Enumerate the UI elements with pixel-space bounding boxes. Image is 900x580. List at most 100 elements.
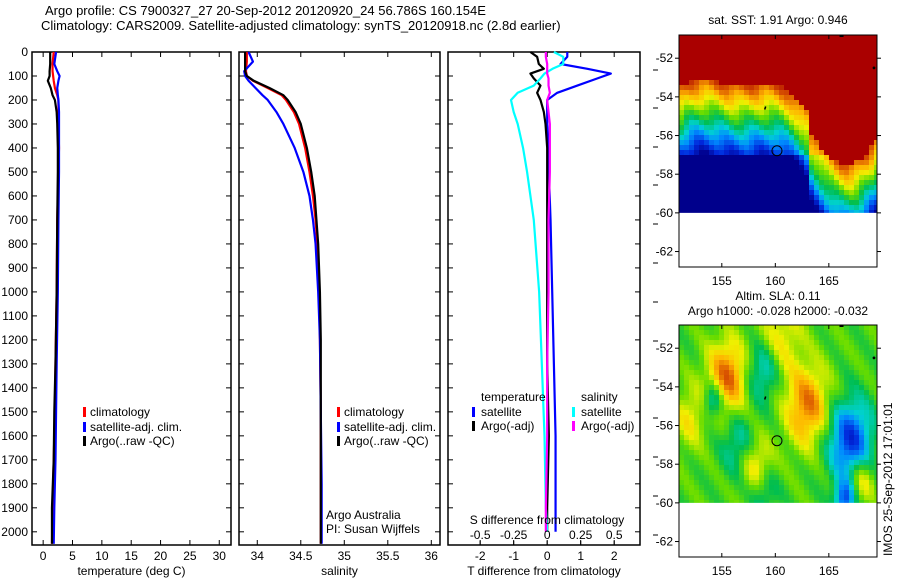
map-cell [874, 165, 877, 170]
map-cell [859, 385, 864, 390]
map-cell [849, 395, 854, 400]
map-cell [864, 420, 869, 425]
map-cell [734, 395, 739, 400]
map-cell [734, 330, 739, 335]
y-tick-label: 1400 [1, 381, 28, 395]
map-cell [759, 135, 764, 140]
map-cell [689, 185, 694, 190]
map-cell [859, 205, 864, 210]
map-cell [749, 155, 754, 160]
map-cell [694, 185, 699, 190]
map-cell [699, 440, 704, 445]
map-cell [704, 420, 709, 425]
map-cell [869, 180, 874, 185]
map-cell [789, 325, 794, 330]
map-cell [864, 365, 869, 370]
map-cell [809, 445, 814, 450]
map-cell [759, 350, 764, 355]
map-cell [769, 475, 774, 480]
map-cell [804, 350, 809, 355]
map-cell [799, 340, 804, 345]
map-cell [874, 400, 877, 405]
map-cell [684, 355, 689, 360]
map-cell [834, 75, 839, 80]
map-cell [849, 100, 854, 105]
map-cell [704, 350, 709, 355]
map-cell [804, 385, 809, 390]
map-cell [714, 430, 719, 435]
map-cell [739, 200, 744, 205]
map-cell [749, 160, 754, 165]
map-cell [874, 135, 877, 140]
map-cell [859, 140, 864, 145]
map-cell [774, 390, 779, 395]
map-cell [729, 435, 734, 440]
map-cell [789, 485, 794, 490]
map-cell [809, 380, 814, 385]
map-cell [749, 60, 754, 65]
map-cell [724, 485, 729, 490]
map-cell [699, 325, 704, 330]
map-cell [799, 110, 804, 115]
map-cell [839, 410, 844, 415]
map-cell [774, 70, 779, 75]
map-cell [864, 50, 869, 55]
map-cell [779, 65, 784, 70]
map-cell [869, 190, 874, 195]
map-cell [699, 500, 704, 503]
map-cell [794, 175, 799, 180]
map-cell [814, 445, 819, 450]
y-tick-label: 1100 [2, 309, 28, 323]
map-cell [829, 485, 834, 490]
map-cell [704, 395, 709, 400]
map-cell [854, 395, 859, 400]
map-cell [824, 425, 829, 430]
y-tick-label: 100 [8, 69, 28, 83]
map-cell [809, 135, 814, 140]
map-cell [854, 125, 859, 130]
map-cell [764, 420, 769, 425]
map-cell [859, 465, 864, 470]
map-cell [759, 390, 764, 395]
map-cell [834, 120, 839, 125]
map-cell [824, 190, 829, 195]
map-cell [704, 85, 709, 90]
map-cell [854, 145, 859, 150]
title-line-2: Climatology: CARS2009. Satellite-adjuste… [41, 18, 561, 33]
map-cell [794, 460, 799, 465]
map-cell [724, 445, 729, 450]
map-cell [819, 485, 824, 490]
map-cell [774, 325, 779, 330]
map-cell [824, 420, 829, 425]
map-cell [709, 200, 714, 205]
map-cell [804, 400, 809, 405]
map-cell [859, 370, 864, 375]
map-cell [709, 50, 714, 55]
map-cell [744, 450, 749, 455]
map-cell [784, 415, 789, 420]
map-cell [859, 390, 864, 395]
map-cell [679, 200, 684, 205]
map-cell [689, 460, 694, 465]
map-cell [779, 115, 784, 120]
legend-label: satellite-adj. clim. [344, 420, 436, 434]
map-cell [719, 155, 724, 160]
map-cell [709, 60, 714, 65]
map-cell [864, 150, 869, 155]
map-cell [694, 415, 699, 420]
map-cell [679, 85, 684, 90]
map-cell [754, 175, 759, 180]
map-cell [719, 425, 724, 430]
map-cell [859, 125, 864, 130]
map-cell [829, 415, 834, 420]
map-cell [784, 210, 789, 213]
map-cell [769, 175, 774, 180]
map-cell [829, 175, 834, 180]
map-cell [824, 360, 829, 365]
map-cell [874, 95, 877, 100]
map-cell [834, 45, 839, 50]
map-cell [814, 345, 819, 350]
map-cell [804, 155, 809, 160]
map-cell [679, 95, 684, 100]
map-cell [824, 65, 829, 70]
